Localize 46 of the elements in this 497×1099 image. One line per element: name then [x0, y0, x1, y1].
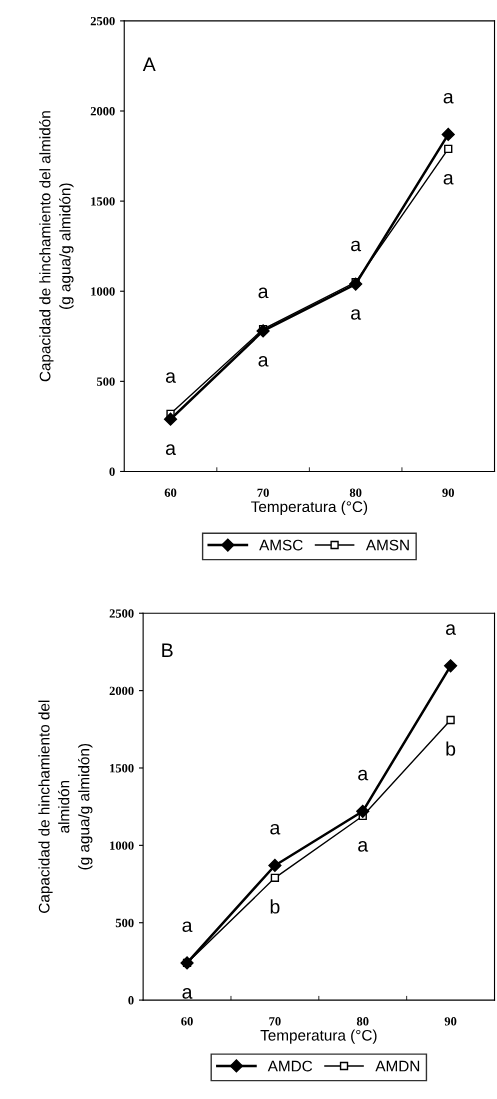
y-tick-label: 1000 [110, 841, 134, 850]
legend-label: AMSN [365, 539, 409, 551]
y-axis-title: Capacidad de hinchamiento del almidón (g agua/g almidón) [38, 700, 93, 913]
annotation: a [182, 921, 193, 933]
annotation: a [351, 240, 362, 252]
y-tick-label: 2000 [90, 107, 115, 116]
annotation: b [446, 741, 456, 756]
x-axis-title: Temperatura (°C) [260, 1029, 377, 1044]
x-tick-label: 90 [444, 1017, 457, 1026]
annotation: A [142, 57, 156, 71]
x-axis-title: Temperatura (°C) [251, 500, 368, 516]
y-tick-label: 1500 [91, 197, 115, 206]
annotation: b [270, 899, 280, 914]
y-tick-label: 500 [96, 377, 115, 386]
annotation: a [165, 444, 176, 455]
x-tick-label: 60 [164, 488, 177, 497]
y-tick-label: 0 [128, 996, 134, 1005]
x-tick-label: 70 [257, 488, 269, 497]
annotation: a [358, 769, 369, 781]
y-axis-title: Capacidad de hinchamiento del almidón (g agua/g almidón) [39, 111, 74, 382]
legend-label: AMSC [259, 539, 303, 551]
annotation: a [443, 173, 454, 185]
annotation: a [446, 624, 456, 635]
annotation: a [351, 309, 362, 320]
x-tick-label: 60 [181, 1017, 193, 1026]
x-tick-label: 90 [442, 488, 455, 497]
annotation: a [182, 988, 193, 999]
x-tick-label: 80 [356, 1017, 369, 1026]
y-tick-label: 2500 [90, 16, 115, 26]
x-tick-label: 80 [349, 488, 362, 497]
y-tick-label: 1500 [110, 764, 134, 773]
y-tick-label: 2500 [109, 609, 134, 618]
annotation: B [162, 643, 173, 657]
legend-label: AMDN [375, 1060, 420, 1072]
annotation: a [270, 823, 281, 835]
annotation: a [165, 372, 176, 383]
legend-label: AMDC [267, 1060, 313, 1072]
y-tick-label: 0 [109, 467, 115, 476]
annotation: a [258, 287, 269, 299]
y-tick-label: 1000 [91, 287, 115, 296]
y-tick-label: 500 [115, 918, 134, 928]
annotation: a [258, 356, 269, 367]
annotation: a [358, 841, 369, 852]
annotation: a [443, 92, 454, 104]
x-tick-label: 70 [269, 1017, 281, 1026]
y-tick-label: 2000 [109, 686, 134, 696]
